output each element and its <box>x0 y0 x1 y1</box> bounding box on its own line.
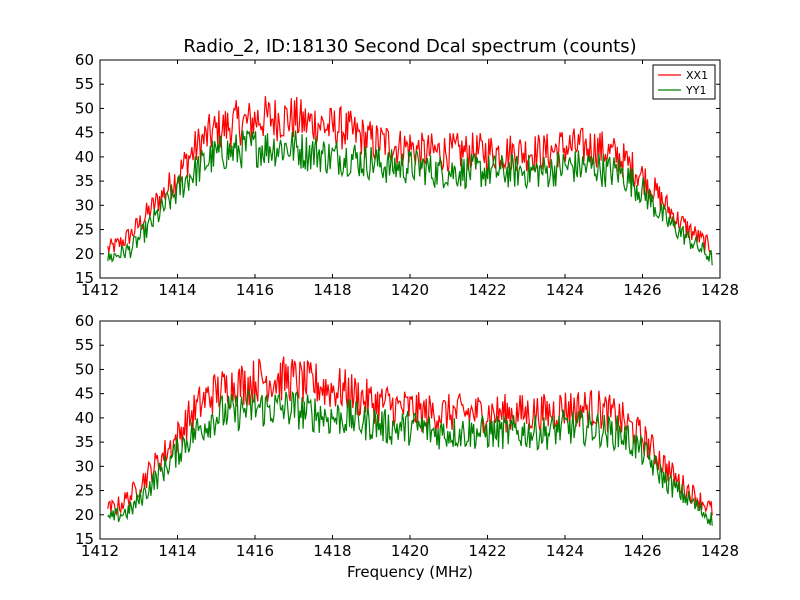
y-tick-label: 35 <box>75 172 94 190</box>
series-line-xx1 <box>107 96 713 255</box>
y-tick-label: 60 <box>75 51 94 69</box>
plot-area <box>100 60 720 278</box>
x-tick-label: 1424 <box>546 542 584 560</box>
y-tick-label: 15 <box>75 530 94 548</box>
x-tick-label: 1428 <box>701 281 739 299</box>
y-tick-label: 20 <box>75 245 94 263</box>
x-tick-label: 1418 <box>313 281 351 299</box>
y-tick-label: 30 <box>75 457 94 475</box>
chart-panel-2: 15 20 25 30 35 40 45 50 55 60 1412 1414 1416 1418 1420… <box>75 312 739 581</box>
y-tick-label: 40 <box>75 409 94 427</box>
x-tick-label: 1414 <box>158 542 196 560</box>
y-tick-label: 45 <box>75 385 94 403</box>
series-line-red <box>107 356 713 517</box>
y-tick-label: 50 <box>75 99 94 117</box>
x-axis-label: Frequency (MHz) <box>347 563 473 581</box>
y-tick-label: 55 <box>75 336 94 354</box>
x-tick-label: 1422 <box>468 542 506 560</box>
x-tick-label: 1412 <box>81 281 119 299</box>
chart-panel-1: 15 20 25 30 35 40 45 50 55 60 1412 1414 1416 1418 1420… <box>75 36 739 299</box>
x-tick-label: 1424 <box>546 281 584 299</box>
x-tick-label: 1426 <box>623 542 661 560</box>
y-tick-label: 25 <box>75 221 94 239</box>
legend-label: YY1 <box>685 84 706 97</box>
x-tick-label: 1412 <box>81 542 119 560</box>
y-tick-label: 45 <box>75 124 94 142</box>
legend-box <box>652 64 716 100</box>
y-tick-label: 25 <box>75 482 94 500</box>
x-tick-label: 1426 <box>623 281 661 299</box>
y-tick-label: 50 <box>75 360 94 378</box>
y-tick-label: 20 <box>75 506 94 524</box>
y-tick-label: 35 <box>75 433 94 451</box>
y-tick-label: 15 <box>75 269 94 287</box>
chart-title: Radio_2, ID:18130 Second Dcal spectrum (… <box>183 36 636 57</box>
x-tick-label: 1416 <box>236 281 274 299</box>
x-tick-label: 1428 <box>701 542 739 560</box>
y-tick-label: 40 <box>75 148 94 166</box>
x-tick-label: 1418 <box>313 542 351 560</box>
x-tick-label: 1422 <box>468 281 506 299</box>
x-tick-label: 1420 <box>391 542 429 560</box>
x-tick-label: 1416 <box>236 542 274 560</box>
y-tick-label: 60 <box>75 312 94 330</box>
y-tick-label: 55 <box>75 75 94 93</box>
series-line-green <box>107 389 713 526</box>
x-tick-label: 1420 <box>391 281 429 299</box>
x-tick-label: 1414 <box>158 281 196 299</box>
legend-label: XX1 <box>686 69 708 82</box>
series-line-yy1 <box>107 130 713 266</box>
y-tick-label: 30 <box>75 196 94 214</box>
